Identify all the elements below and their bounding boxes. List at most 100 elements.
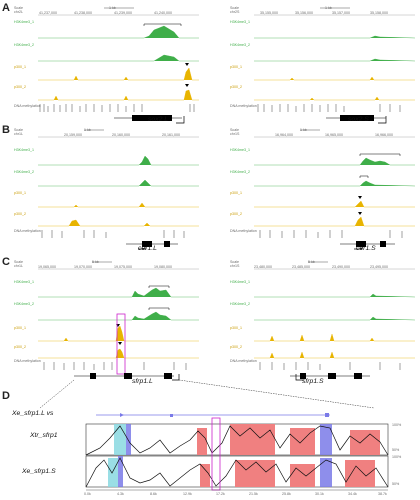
- panel-letter-b: B: [2, 124, 10, 136]
- track-label: H3K4me3_1: [14, 280, 34, 284]
- track-label: p300_1: [230, 191, 242, 195]
- axis-tick: 12.9k: [183, 492, 192, 496]
- track-label: H3K4me3_2: [230, 43, 250, 47]
- coord-tick: 23,495,000: [370, 265, 388, 269]
- genome-tracks: [254, 7, 416, 124]
- track-label: H3K4me3_2: [14, 170, 34, 174]
- panel-d: Xe_sfrp1.L vs Xtr_sfrp1 Xe_sfrp1.S 100% …: [0, 398, 420, 500]
- track-label: H3K4me3_1: [14, 20, 34, 24]
- axis-tick: 30.1k: [315, 492, 324, 496]
- axis-tick: 34.4k: [348, 492, 357, 496]
- coord-tick: 20,159,000: [64, 133, 82, 137]
- panel-c-right: Scale chr1S 5 kb 23,480,000 23,485,000 2…: [230, 260, 416, 390]
- vista-plot: [85, 413, 389, 491]
- coord-tick: 23,480,000: [254, 265, 272, 269]
- coord-tick: 19,065,000: [38, 265, 56, 269]
- track-label: DNA methylation: [230, 229, 257, 233]
- scale-label: Scale: [230, 128, 239, 132]
- coord-tick: 19,080,000: [154, 265, 172, 269]
- scale-label: Scale: [14, 6, 23, 10]
- coord-tick: 16,965,000: [325, 133, 343, 137]
- track-label: p300_1: [230, 65, 242, 69]
- track-label: H3K4me3_1: [14, 148, 34, 152]
- track-label: p300_2: [230, 345, 242, 349]
- coord-tick: 41,239,000: [114, 11, 132, 15]
- track-label: p300_2: [14, 212, 26, 216]
- track-label: p300_2: [230, 85, 242, 89]
- genome-tracks: [38, 261, 375, 409]
- track-label: p300_1: [230, 326, 242, 330]
- ref-label: Xe_sfrp1.L vs: [12, 410, 54, 417]
- track-label: p300_2: [230, 212, 242, 216]
- track-label: H3K4me3_1: [230, 20, 250, 24]
- track-label: H3K4me3_1: [230, 148, 250, 152]
- axis-tick: 17.2k: [216, 492, 225, 496]
- track-label: DNA methylation: [14, 359, 41, 363]
- coord-tick: 20,161,000: [162, 133, 180, 137]
- gene-label: cer1.S: [356, 245, 376, 252]
- chr-label: chr1S: [230, 132, 240, 136]
- coord-tick: 23,490,000: [332, 265, 350, 269]
- scale-label: Scale: [14, 128, 23, 132]
- panel-c-left: Scale chr1L 5 kb 19,065,000 19,070,000 1…: [14, 260, 375, 409]
- chr-label: chr1L: [14, 132, 23, 136]
- coord-tick: 41,237,000: [39, 11, 57, 15]
- coord-tick: 19,070,000: [74, 265, 92, 269]
- chr-label: chr2L: [14, 10, 23, 14]
- panel-letter-c: C: [2, 256, 10, 268]
- gene-label: sfrp1.S: [302, 378, 324, 385]
- axis-tick: 8.6k: [150, 492, 157, 496]
- coord-tick: 35,157,000: [332, 11, 350, 15]
- scale-label: Scale: [14, 260, 23, 264]
- genome-tracks: [38, 7, 199, 124]
- track-label-xtr: Xtr_sfrp1: [30, 432, 58, 439]
- coord-tick: 20,160,000: [112, 133, 130, 137]
- axis-tick: 4.3k: [117, 492, 124, 496]
- pct-bottom: 50%: [392, 448, 400, 452]
- coord-tick: 23,485,000: [292, 265, 310, 269]
- axis-tick: 38.7k: [378, 492, 387, 496]
- gene-label: sox2.S: [348, 116, 369, 123]
- panel-letter-d: D: [2, 390, 10, 402]
- track-label: H3K4me3_2: [230, 170, 250, 174]
- axis-tick: 25.8k: [282, 492, 291, 496]
- track-label: DNA methylation: [14, 104, 41, 108]
- coord-tick: 35,155,000: [260, 11, 278, 15]
- panel-a-left: Scale chr2L 1 kb 41,237,000 41,238,000 4…: [14, 6, 199, 124]
- panel-b-left: Scale chr1L 1 kb 20,159,000 20,160,000 2…: [14, 128, 199, 253]
- gene-label: sfrp1.L: [132, 378, 153, 385]
- track-label: H3K4me3_2: [230, 302, 250, 306]
- coord-tick: 41,238,000: [74, 11, 92, 15]
- track-label: p300_1: [14, 65, 26, 69]
- track-label: p300_2: [14, 85, 26, 89]
- scale-label: Scale: [230, 260, 239, 264]
- panel-b-right: Scale chr1S 1 kb 16,964,000 16,965,000 1…: [230, 128, 416, 253]
- gene-label: sox2.L: [148, 116, 169, 123]
- track-label: p300_2: [14, 345, 26, 349]
- chr-label: chr1S: [230, 264, 240, 268]
- track-label: H3K4me3_1: [230, 280, 250, 284]
- pct-bottom: 50%: [392, 482, 400, 486]
- coord-tick: 41,240,000: [154, 11, 172, 15]
- coord-tick: 35,158,000: [370, 11, 388, 15]
- chr-label: chr1L: [14, 264, 23, 268]
- track-label: p300_1: [14, 326, 26, 330]
- coord-tick: 19,075,000: [114, 265, 132, 269]
- pct-top: 100%: [392, 423, 402, 427]
- track-label-xe: Xe_sfrp1.S: [22, 468, 56, 475]
- gene-label: cer1.L: [138, 245, 157, 252]
- track-label: H3K4me3_2: [14, 302, 34, 306]
- panel-a-right: Scale chr2S 1 kb 35,155,000 35,156,000 3…: [230, 6, 416, 124]
- coord-tick: 35,156,000: [295, 11, 313, 15]
- track-label: DNA methylation: [14, 229, 41, 233]
- track-label: H3K4me3_2: [14, 43, 34, 47]
- track-label: DNA methylation: [230, 359, 257, 363]
- panel-letter-a: A: [2, 2, 10, 14]
- axis-tick: 0.0k: [84, 492, 91, 496]
- axis-tick: 21.5k: [249, 492, 258, 496]
- genome-tracks: [254, 261, 416, 381]
- track-label: DNA methylation: [230, 104, 257, 108]
- track-label: p300_1: [14, 191, 26, 195]
- scale-label: Scale: [230, 6, 239, 10]
- coord-tick: 16,966,000: [375, 133, 393, 137]
